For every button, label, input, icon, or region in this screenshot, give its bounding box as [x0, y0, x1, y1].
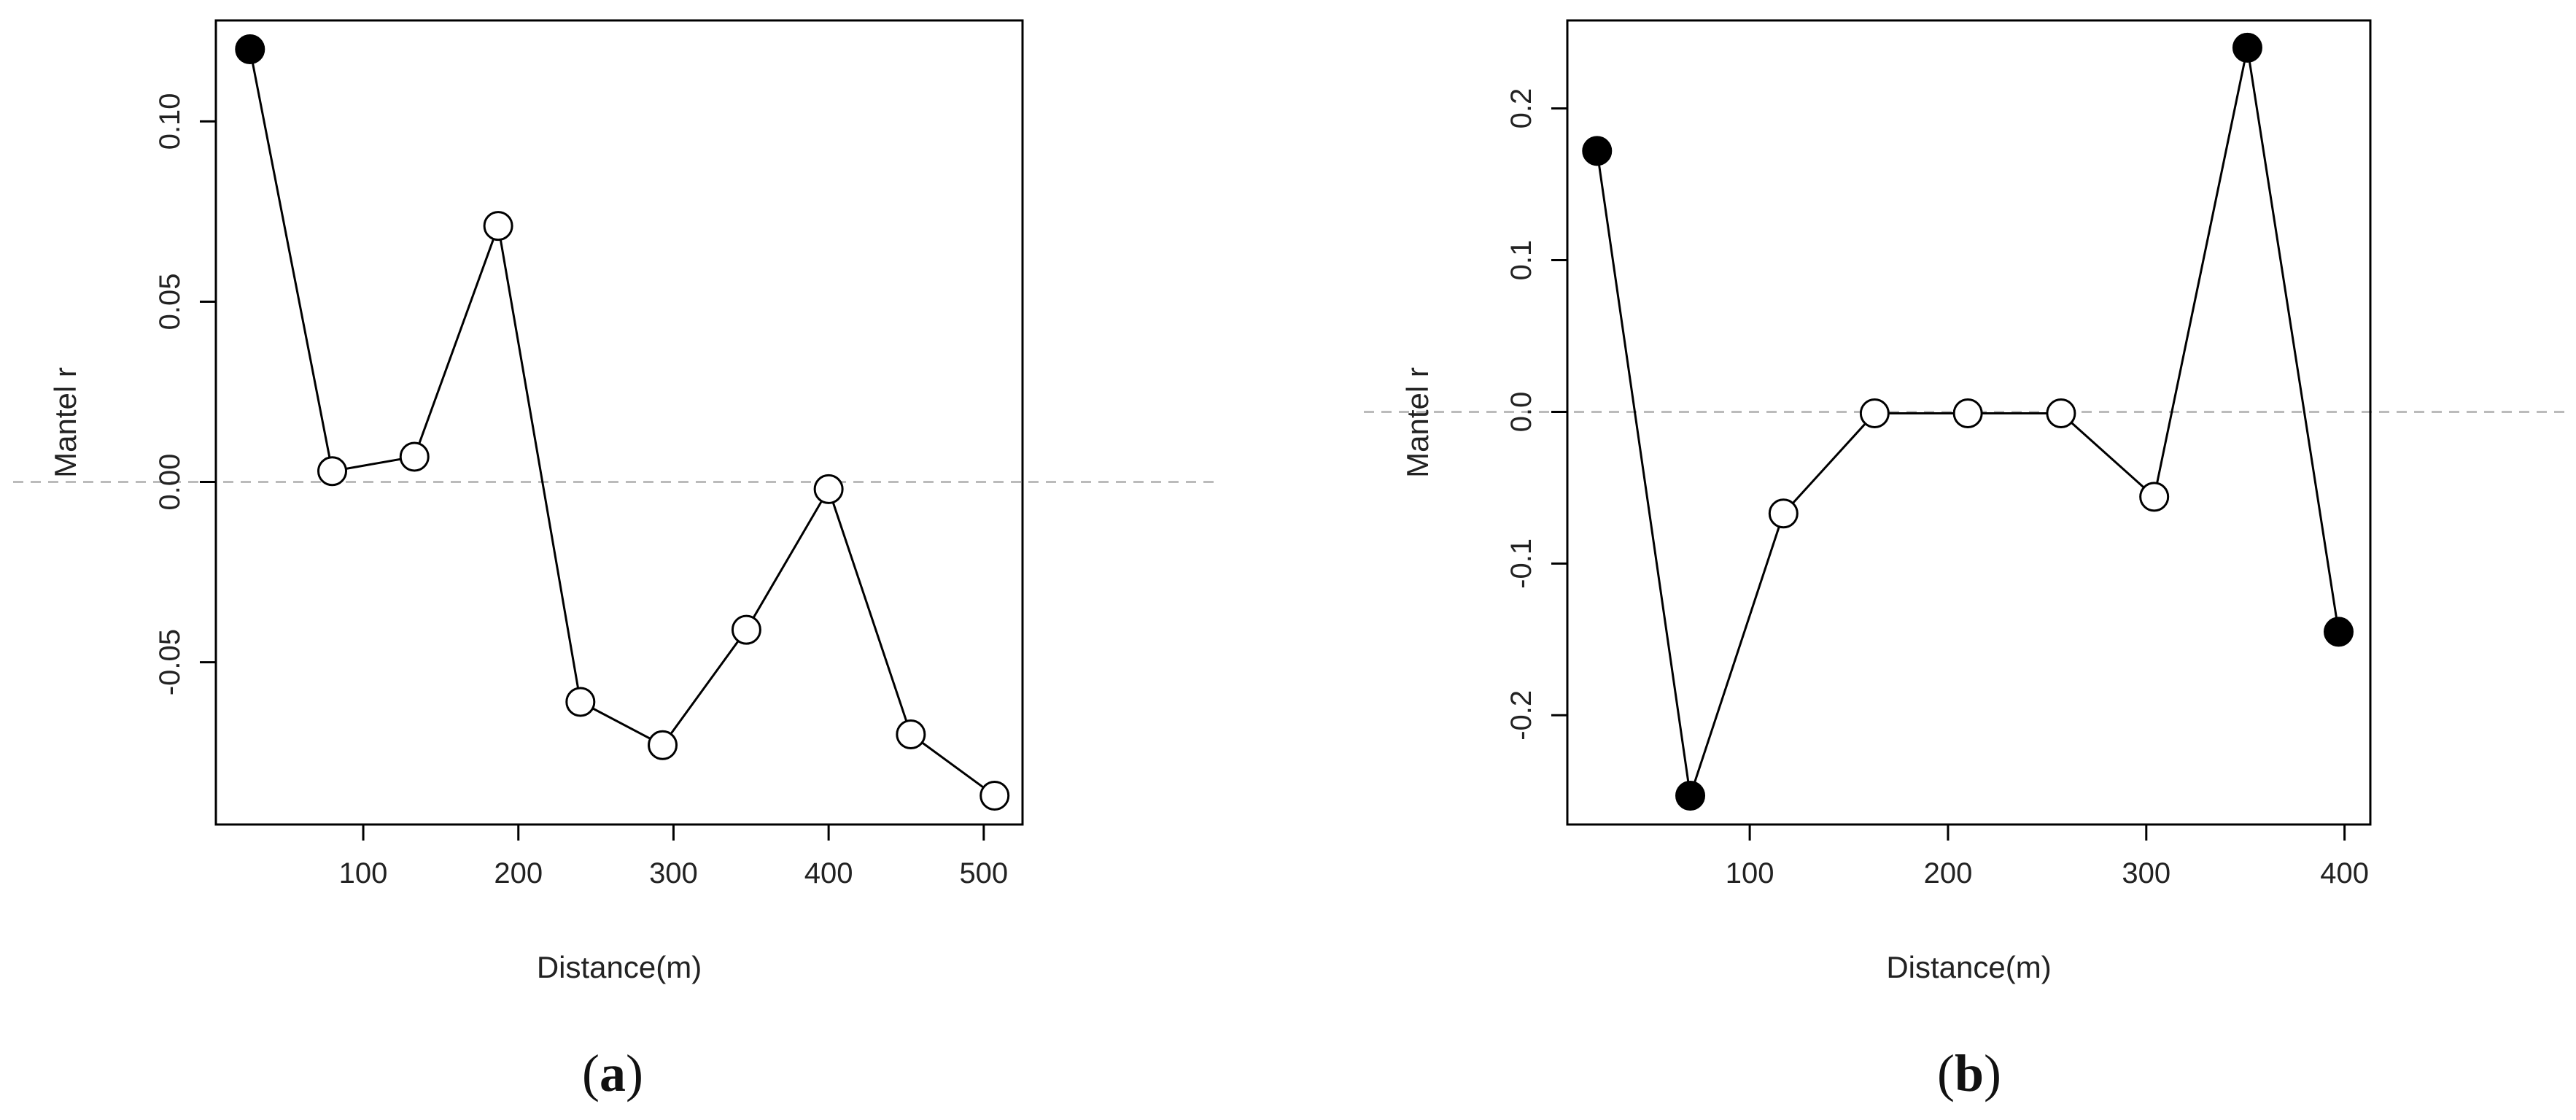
x-tick-label: 100	[1726, 857, 1774, 889]
plot-frame	[214, 19, 1024, 826]
x-tick-label: 200	[494, 857, 543, 889]
x-tick-label: 300	[649, 857, 698, 889]
data-point	[1859, 398, 1890, 429]
data-point	[896, 719, 926, 749]
x-tick-label: 200	[1924, 857, 1973, 889]
data-point	[731, 614, 761, 645]
y-tick-label: 0.05	[154, 274, 186, 331]
panel-label: (b)	[1937, 1044, 2001, 1102]
plot-frame	[1566, 19, 2372, 826]
y-axis-label: Mantel r	[1400, 367, 1435, 478]
x-tick-label: 300	[2122, 857, 2170, 889]
y-tick-label: -0.1	[1505, 538, 1537, 589]
data-point-significant	[235, 34, 265, 65]
data-point	[648, 730, 678, 760]
y-tick-label: 0.00	[154, 454, 186, 511]
chart-panel-a: 100 200 300 400 500 -0.05 0.00 0.05 0.10 Distance…	[13, 19, 1218, 1102]
data-point	[979, 780, 1010, 811]
data-point-significant	[2232, 32, 2262, 63]
data-point	[317, 456, 348, 487]
data-point	[2046, 398, 2076, 429]
y-tick-label: 0.10	[154, 93, 186, 150]
x-axis-label: Distance(m)	[537, 950, 702, 984]
data-point	[1768, 498, 1799, 529]
y-tick-label: -0.2	[1505, 690, 1537, 741]
data-point	[813, 474, 844, 504]
x-axis-label: Distance(m)	[1886, 950, 2051, 984]
data-point	[483, 211, 513, 242]
data-point	[1952, 398, 1983, 429]
data-point-significant	[2324, 617, 2354, 647]
y-axis-label: Mantel r	[48, 367, 82, 478]
x-tick-label: 400	[804, 857, 853, 889]
y-tick-label: 0.0	[1505, 392, 1537, 433]
data-point	[399, 441, 430, 472]
series-line	[249, 49, 996, 797]
x-tick-label: 500	[959, 857, 1008, 889]
y-tick-label: -0.05	[154, 629, 186, 695]
x-tick-label: 400	[2320, 857, 2369, 889]
data-point-significant	[1675, 780, 1706, 811]
data-point-significant	[1582, 136, 1613, 166]
y-tick-label: 0.2	[1505, 88, 1537, 129]
x-tick-label: 100	[339, 857, 388, 889]
chart-panel-b: 100 200 300 400 -0.2 -0.1 0.0 0.1 0.2 Distance(m)…	[1364, 19, 2567, 1102]
data-point	[2139, 482, 2170, 512]
panel-label: (a)	[582, 1044, 643, 1102]
y-tick-label: 0.1	[1505, 240, 1537, 281]
data-point	[565, 687, 596, 717]
